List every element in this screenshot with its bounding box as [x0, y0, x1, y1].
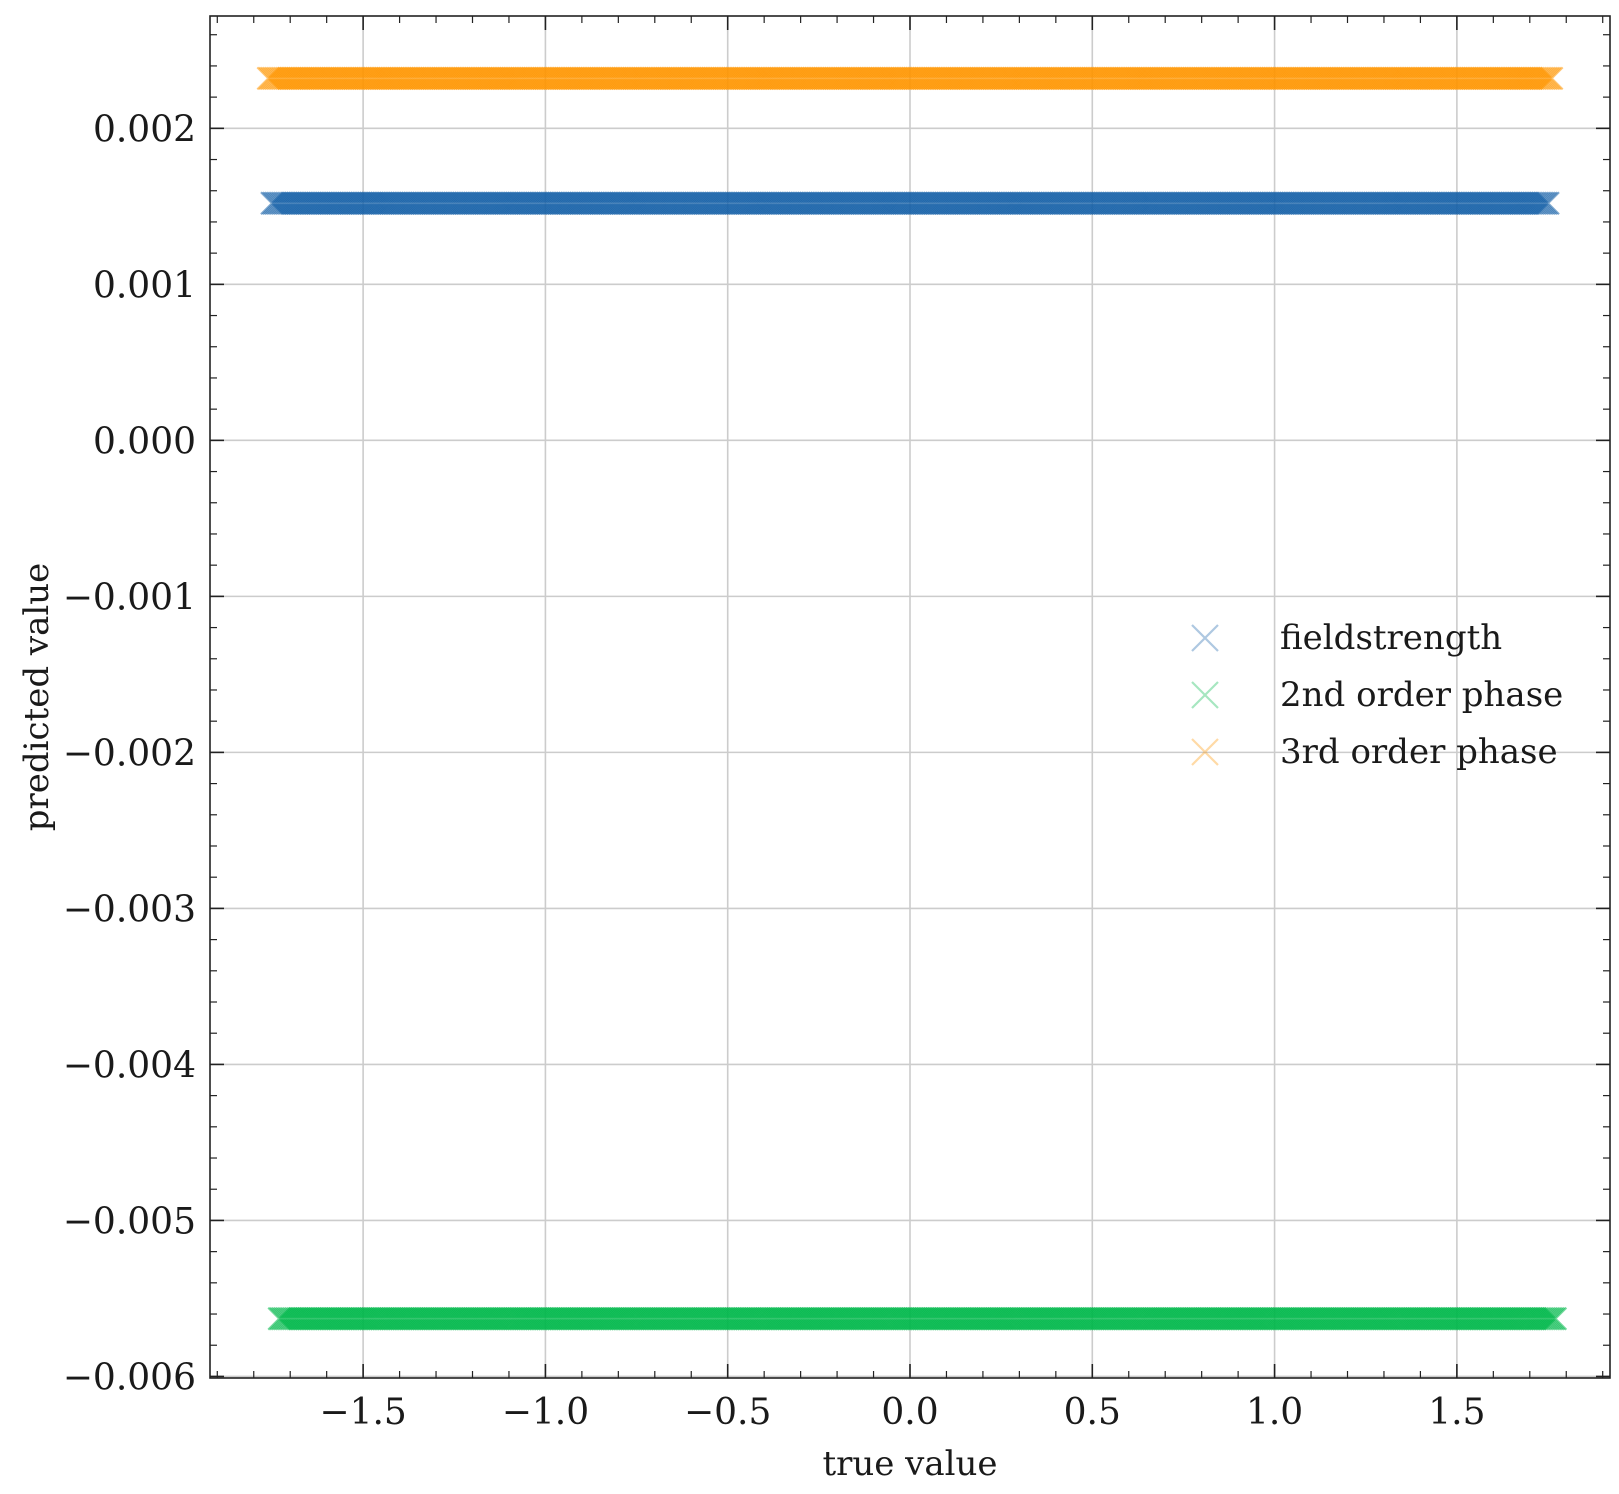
data-point — [1541, 1306, 1566, 1331]
data-point — [1530, 191, 1555, 215]
data-point — [1523, 191, 1548, 215]
x-tick-label: 0.5 — [1064, 1392, 1121, 1433]
data-points — [256, 66, 1568, 1331]
data-point — [1525, 191, 1549, 215]
data-point — [1532, 191, 1557, 215]
series-0-points — [260, 191, 1560, 215]
y-tick-label: −0.006 — [63, 1357, 196, 1398]
data-point — [1539, 66, 1564, 91]
data-point — [1536, 66, 1560, 91]
data-point — [1527, 66, 1551, 91]
y-tick-label: −0.001 — [63, 577, 196, 618]
data-point — [1538, 1306, 1562, 1331]
legend-label-0: fieldstrength — [1280, 618, 1502, 658]
legend-marker-2 — [1191, 738, 1219, 766]
legend: fieldstrength 2nd order phase 3rd order ph… — [1191, 618, 1563, 772]
x-tick-label: 1.5 — [1428, 1392, 1485, 1433]
data-point — [1543, 1306, 1568, 1331]
data-point — [1532, 66, 1557, 91]
y-tick-label: 0.002 — [93, 109, 196, 150]
data-point — [1534, 66, 1558, 91]
x-axis-label: true value — [822, 1444, 997, 1484]
data-point — [1534, 191, 1558, 215]
grid — [210, 16, 1610, 1378]
y-tick-label: 0.001 — [93, 265, 196, 306]
y-tick-label: −0.002 — [63, 733, 196, 774]
data-point — [1532, 1306, 1557, 1331]
y-tick-label: −0.004 — [63, 1045, 196, 1086]
axis-ticks — [210, 16, 1610, 1378]
series-1-points — [267, 1306, 1568, 1331]
y-tick-label: −0.003 — [63, 889, 196, 930]
x-tick-label: 1.0 — [1246, 1392, 1303, 1433]
data-point — [1530, 1306, 1555, 1331]
data-point — [1536, 1306, 1560, 1331]
data-point — [1528, 191, 1553, 215]
y-axis-label: predicted value — [17, 563, 57, 832]
x-tick-label: −1.0 — [502, 1392, 589, 1433]
legend-label-1: 2nd order phase — [1280, 675, 1563, 715]
data-point — [1536, 191, 1560, 215]
x-tick-label: 0.0 — [881, 1392, 938, 1433]
y-tick-label: 0.000 — [93, 421, 196, 462]
data-point — [1534, 1306, 1558, 1331]
x-tick-label: −1.5 — [319, 1392, 406, 1433]
x-tick-label: −0.5 — [684, 1392, 771, 1433]
data-point — [1539, 1306, 1564, 1331]
legend-marker-1 — [1191, 681, 1219, 709]
y-tick-label: −0.005 — [63, 1201, 196, 1242]
tick-labels: −1.5 −1.0 −0.5 0.0 0.5 1.0 1.5 0.002 0.001 0.000 −… — [63, 109, 1486, 1433]
data-point — [1538, 66, 1562, 91]
series-2-points — [256, 66, 1564, 91]
data-point — [1530, 66, 1555, 91]
legend-label-2: 3rd order phase — [1280, 732, 1558, 772]
data-point — [1528, 66, 1553, 91]
data-point — [1527, 191, 1551, 215]
legend-marker-0 — [1191, 624, 1219, 652]
